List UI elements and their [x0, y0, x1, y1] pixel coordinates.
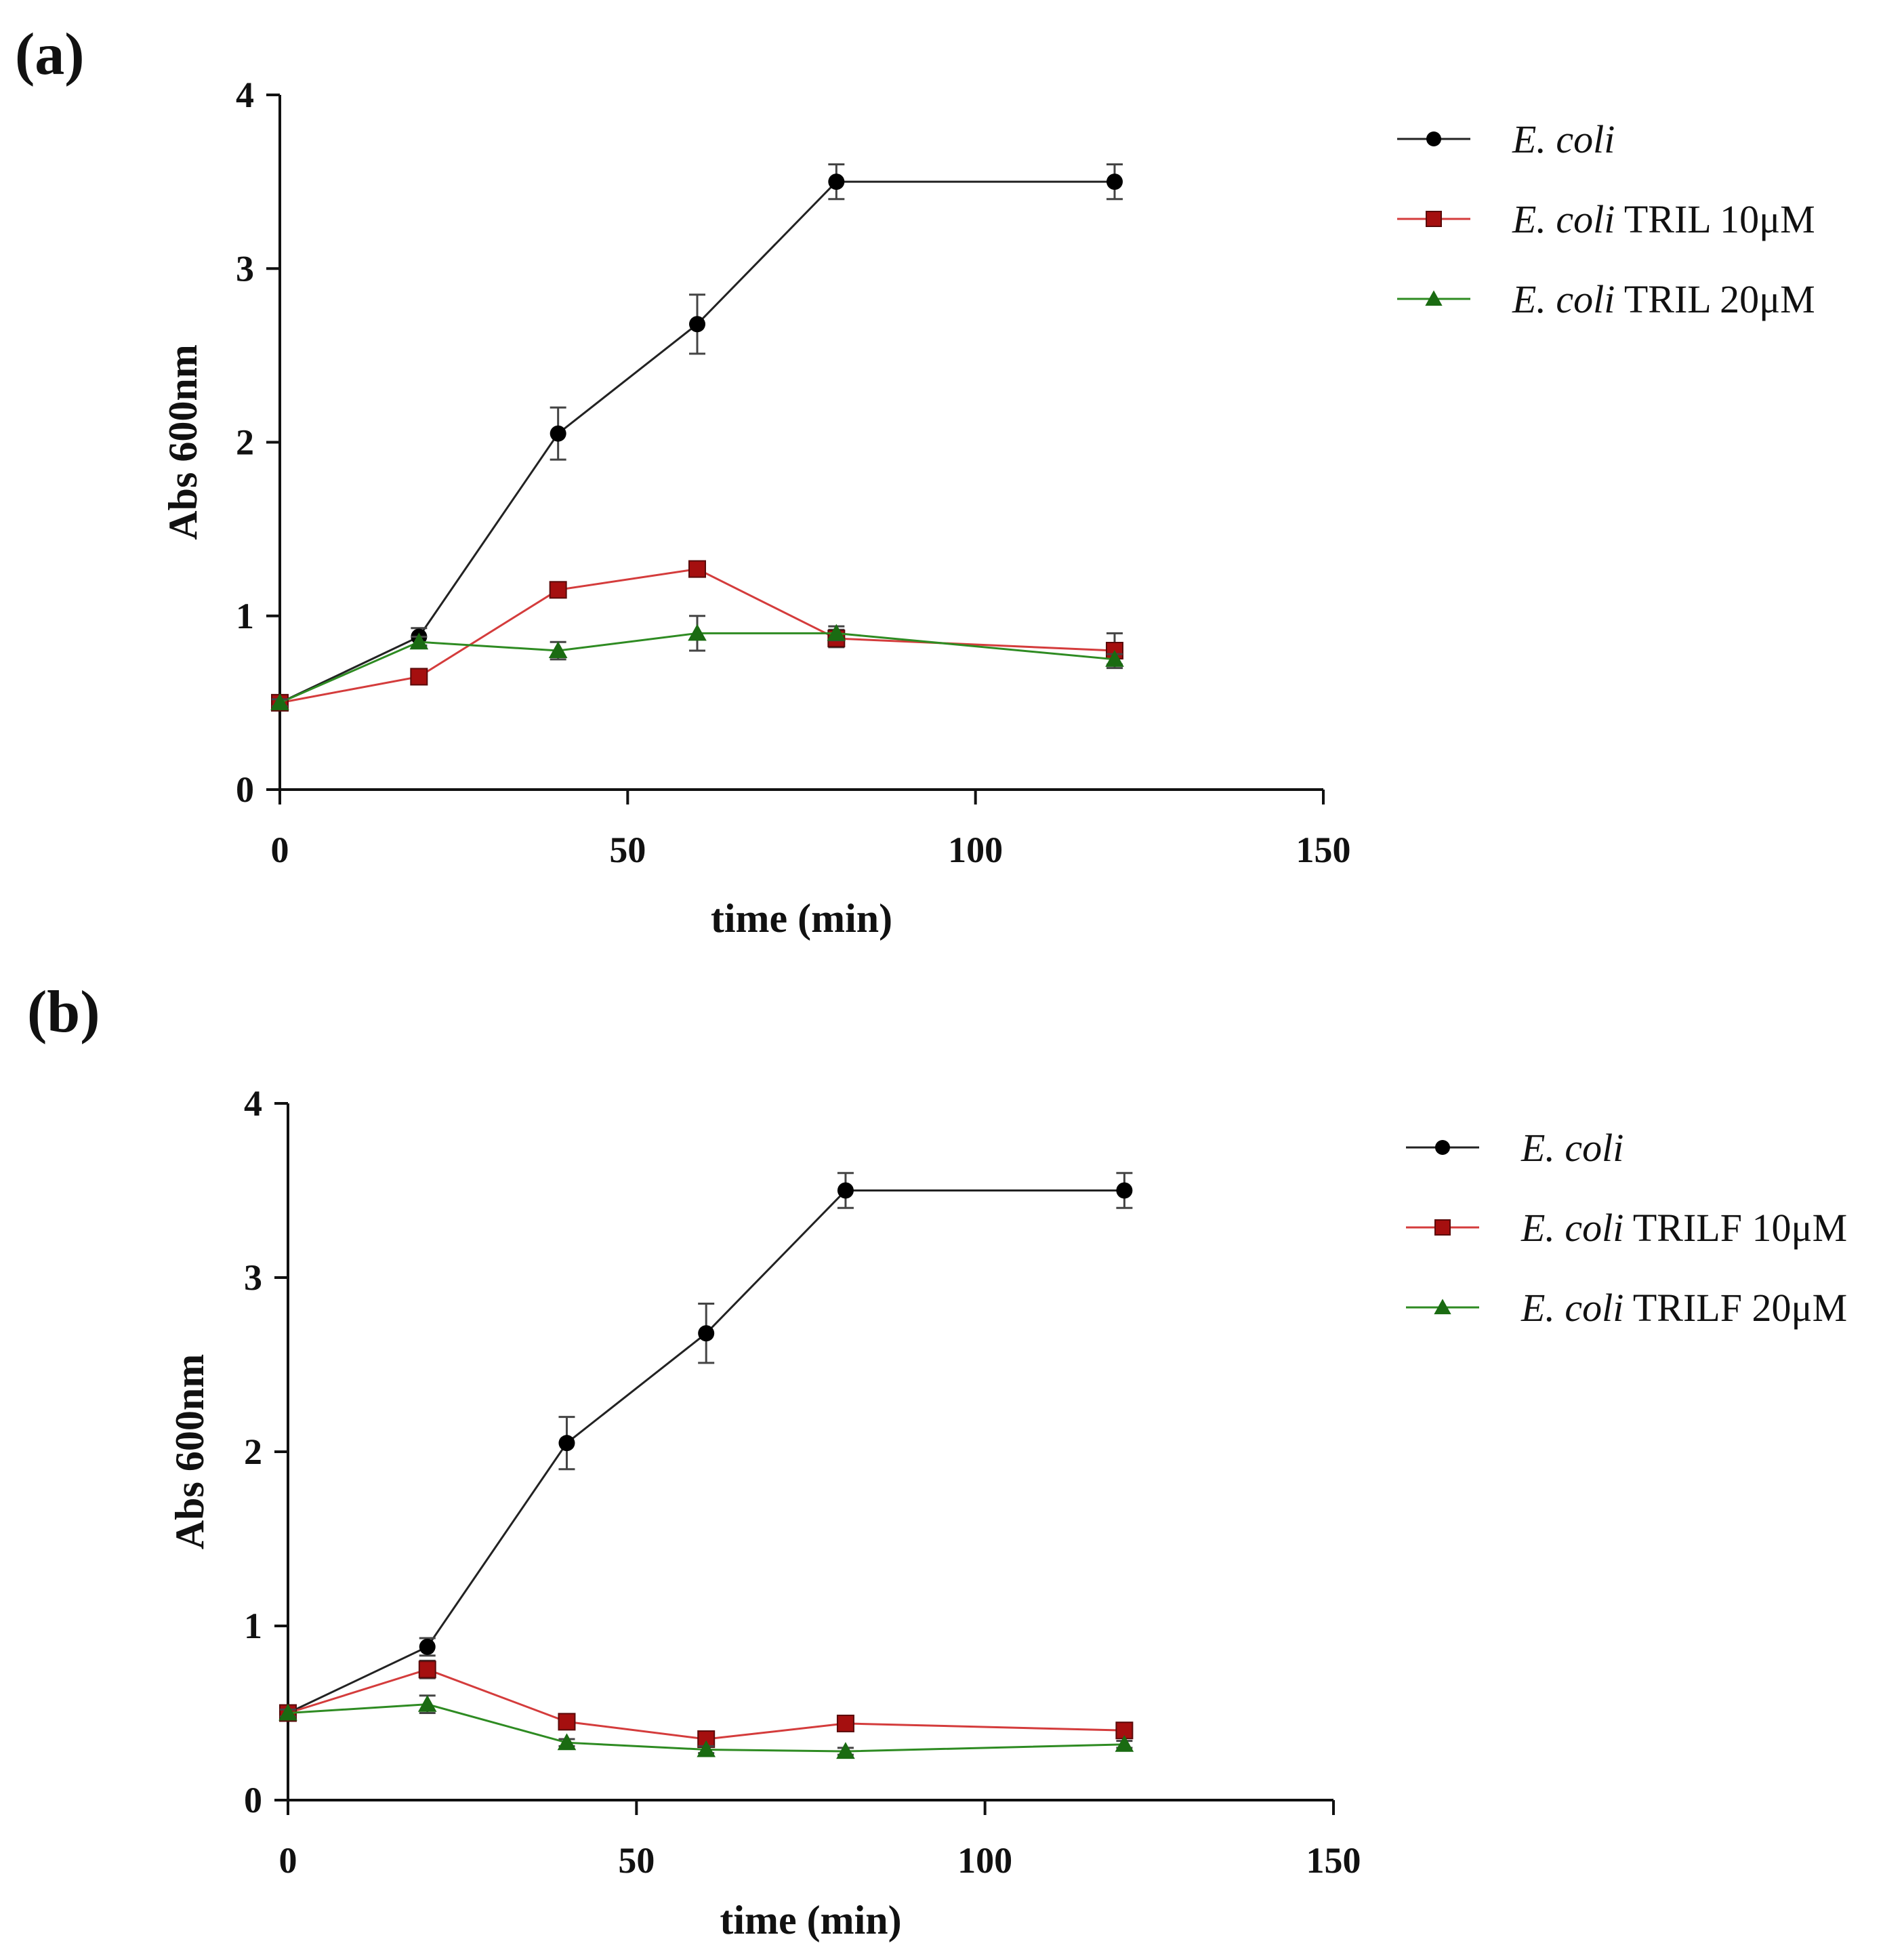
series-2 [270, 615, 1124, 710]
y-tick-label: 3 [236, 248, 254, 289]
y-tick-label: 0 [244, 1780, 262, 1820]
data-point [558, 1435, 575, 1452]
data-point [558, 1713, 576, 1731]
data-point [698, 1325, 715, 1342]
data-point [417, 1694, 437, 1712]
y-axis-title: Abs 600nm [167, 1354, 212, 1549]
data-point [1105, 650, 1124, 667]
series-line [279, 180, 1115, 704]
x-tick-label: 50 [618, 1840, 655, 1881]
chart-b-svg: 0 1 2 3 4 0 50 100 150 time (min) Abs 600nm E. coli… [167, 1083, 1847, 1942]
series-2 [278, 1694, 1134, 1759]
legend-label-italic: E. coli [1512, 277, 1615, 321]
data-point [419, 1638, 436, 1655]
legend-label-italic: E. coli [1512, 197, 1615, 241]
legend-entry: E. coli TRILF 20μM [1406, 1286, 1847, 1330]
x-tick-label: 150 [1306, 1840, 1361, 1881]
data-point [1106, 174, 1123, 190]
x-axis-title: time (min) [711, 896, 892, 941]
data-point [270, 693, 289, 710]
data-point [549, 581, 567, 599]
data-point [837, 1182, 854, 1199]
y-tick-label: 1 [236, 596, 254, 636]
x-tick-label: 50 [609, 830, 646, 870]
data-point [688, 560, 706, 578]
data-point [409, 632, 429, 650]
y-tick-label: 4 [244, 1083, 262, 1124]
legend-label-rest: TRIL 20μM [1615, 277, 1815, 321]
y-axis-title: Abs 600nm [161, 344, 205, 539]
x-tick-label: 0 [271, 830, 289, 870]
legend-marker [1426, 131, 1441, 146]
legend-entry: E. coli [1397, 117, 1615, 161]
y-tick-label: 4 [236, 75, 254, 115]
legend-label: E. coli TRILF 10μM [1520, 1206, 1847, 1250]
data-point [1116, 1182, 1133, 1199]
x-tick-label: 100 [948, 830, 1003, 870]
chart-panel-b: (b) 0 1 2 3 4 0 50 100 150 time (min) Abs 600nm E. … [0, 978, 1904, 1956]
legend-entry: E. coli [1406, 1126, 1623, 1170]
legend-marker [1434, 1299, 1451, 1315]
series-line [279, 568, 1115, 704]
data-point [689, 316, 705, 333]
legend-label-italic: E. coli [1520, 1286, 1623, 1330]
y-tick-label: 3 [244, 1257, 262, 1298]
legend-entry: E. coli TRIL 20μM [1397, 277, 1815, 321]
legend-label: E. coli TRILF 20μM [1520, 1286, 1847, 1330]
data-point [1115, 1734, 1134, 1752]
series-0 [280, 1172, 1133, 1721]
x-axis-title: time (min) [720, 1898, 901, 1942]
data-point [557, 1733, 577, 1751]
legend-label: E. coli TRIL 10μM [1512, 197, 1815, 241]
data-point [418, 1660, 436, 1679]
legend-label: E. coli [1520, 1126, 1623, 1170]
data-point [836, 1714, 854, 1732]
chart-a-svg: 0 1 2 3 4 0 50 100 150 time (min) Abs 600nm E. coli… [161, 75, 1815, 941]
legend-entry: E. coli TRILF 10μM [1406, 1206, 1847, 1250]
series-line [287, 1189, 1125, 1714]
series-line [287, 1668, 1125, 1740]
y-tick-label: 2 [236, 422, 254, 463]
series-line [287, 1703, 1125, 1753]
legend-marker [1435, 1140, 1450, 1155]
panel-label: (b) [27, 979, 100, 1045]
legend-label-italic: E. coli [1520, 1126, 1623, 1170]
legend-entry: E. coli TRIL 10μM [1397, 197, 1815, 241]
y-tick-label: 1 [244, 1606, 262, 1646]
chart-panel-a: (a) 0 1 2 3 4 0 50 100 150 time (min) Abs 600nm E. … [15, 22, 1815, 941]
data-point [828, 174, 845, 190]
legend-label-italic: E. coli [1512, 117, 1615, 161]
x-tick-label: 100 [957, 1840, 1012, 1881]
y-tick-label: 2 [244, 1431, 262, 1472]
panel-label: (a) [15, 22, 85, 87]
data-point [697, 1740, 716, 1757]
data-point [688, 624, 707, 641]
legend-label-rest: TRIL 10μM [1615, 197, 1815, 241]
series-1 [279, 1659, 1134, 1749]
legend-label-rest: TRILF 20μM [1623, 1286, 1847, 1330]
data-point [836, 1742, 855, 1759]
legend-marker [1425, 290, 1443, 306]
x-tick-label: 150 [1296, 830, 1351, 870]
y-tick-label: 0 [236, 769, 254, 810]
data-point [827, 624, 846, 641]
series-line [279, 632, 1115, 704]
legend-label: E. coli TRIL 20μM [1512, 277, 1815, 321]
legend-label: E. coli [1512, 117, 1615, 161]
x-tick-label: 0 [279, 1840, 297, 1881]
legend-marker [1434, 1219, 1451, 1236]
data-point [548, 641, 568, 659]
data-point [550, 425, 566, 442]
legend-marker [1426, 211, 1442, 227]
data-point [410, 668, 428, 686]
data-point [278, 1703, 297, 1721]
legend-label-rest: TRILF 10μM [1623, 1206, 1847, 1250]
legend-label-italic: E. coli [1520, 1206, 1623, 1250]
